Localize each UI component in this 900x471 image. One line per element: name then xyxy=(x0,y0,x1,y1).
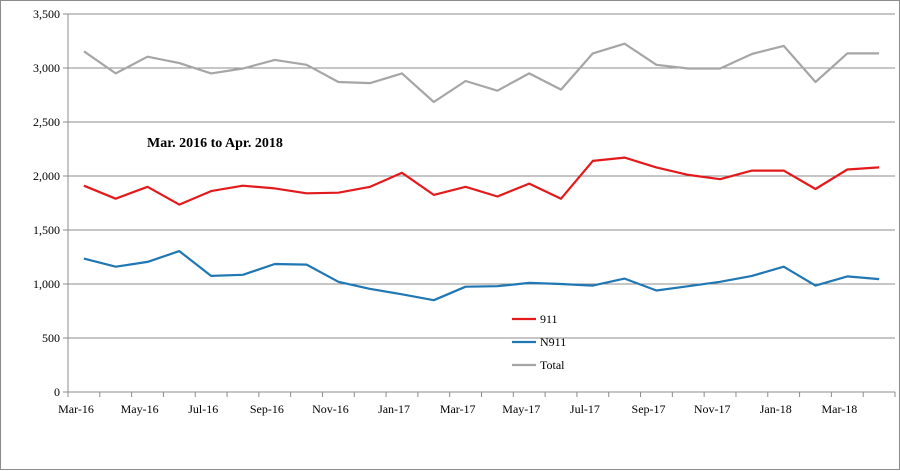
x-tick-label: Sep-16 xyxy=(250,402,284,416)
legend-label: 911 xyxy=(540,312,558,326)
gridlines xyxy=(63,13,895,393)
legend-label: N911 xyxy=(540,335,566,349)
x-tick-label: Jan-17 xyxy=(378,402,410,416)
y-tick-label: 0 xyxy=(54,385,60,399)
x-tick-labels: Mar-16 May-16 Jul-16 Sep-16 Nov-16 Jan-17 Mar-… xyxy=(58,402,857,416)
legend-label: Total xyxy=(540,358,565,372)
x-tick-label: Mar-18 xyxy=(822,402,858,416)
x-tick-label: Jan-18 xyxy=(760,402,792,416)
x-tick-label: Nov-17 xyxy=(694,402,731,416)
y-tick-label: 2,000 xyxy=(33,169,60,183)
chart-annotation: Mar. 2016 to Apr. 2018 xyxy=(147,136,283,151)
y-tick-label: 1,500 xyxy=(33,223,60,237)
x-tick-label: May-17 xyxy=(502,402,540,416)
y-tick-label: 3,000 xyxy=(33,61,60,75)
y-tick-label: 3,500 xyxy=(33,7,60,21)
x-tick-label: Mar-17 xyxy=(440,402,476,416)
x-tick-label: Nov-16 xyxy=(312,402,349,416)
y-tick-label: 2,500 xyxy=(33,115,60,129)
series-line-total xyxy=(83,42,880,104)
x-tick-label: May-16 xyxy=(121,402,159,416)
x-tick-label: Mar-16 xyxy=(58,402,94,416)
axes xyxy=(67,14,896,397)
series-line-n911 xyxy=(83,250,880,302)
series-lines xyxy=(83,42,880,302)
x-tick-label: Jul-16 xyxy=(188,402,218,416)
y-tick-label: 500 xyxy=(42,331,60,345)
x-tick-label: Jul-17 xyxy=(570,402,600,416)
x-tick-label: Sep-17 xyxy=(632,402,666,416)
y-tick-labels: 0 500 1,000 1,500 2,000 2,500 3,000 3,500 xyxy=(33,7,60,399)
y-tick-label: 1,000 xyxy=(33,277,60,291)
legend: 911 N911 Total xyxy=(512,312,566,372)
series-line-911 xyxy=(83,156,880,206)
